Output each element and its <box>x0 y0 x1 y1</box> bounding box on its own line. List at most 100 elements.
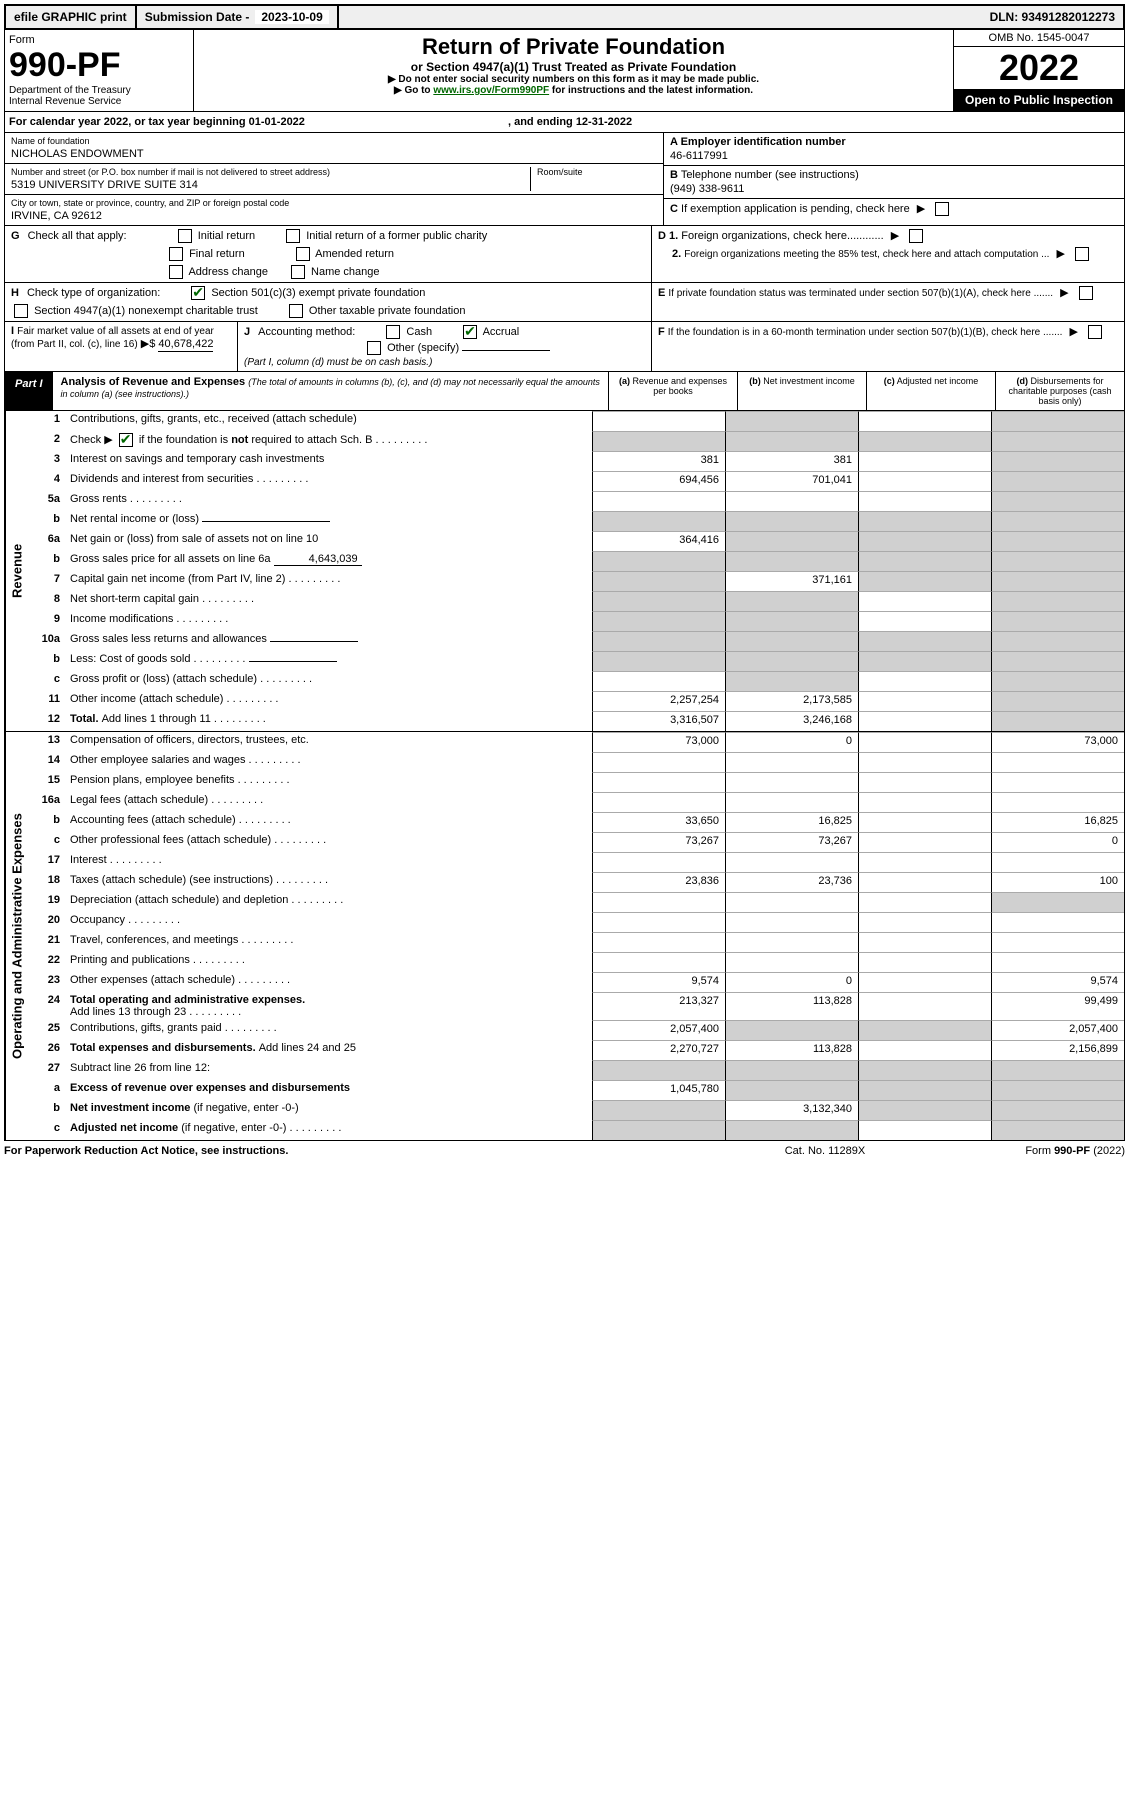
j-cash-checkbox[interactable] <box>386 325 400 339</box>
address-value: 5319 UNIVERSITY DRIVE SUITE 314 <box>11 177 530 191</box>
j-label: J <box>244 326 250 338</box>
j-other-input[interactable] <box>462 350 550 351</box>
j-text: Accounting method: <box>258 326 355 338</box>
line-18-a: 23,836 <box>592 872 725 892</box>
form-title: Return of Private Foundation <box>198 34 949 60</box>
line-16b: bAccounting fees (attach schedule) 33,65… <box>28 812 1124 832</box>
identity-right: A Employer identification number 46-6117… <box>663 133 1124 225</box>
d2-checkbox[interactable] <box>1075 247 1089 261</box>
f-label: F <box>658 326 665 338</box>
f-box: F If the foundation is in a 60-month ter… <box>651 322 1124 371</box>
line-23-a: 9,574 <box>592 972 725 992</box>
line-4-a: 694,456 <box>592 471 725 491</box>
efile-print-button[interactable]: efile GRAPHIC print <box>6 6 137 28</box>
line-25: 25Contributions, gifts, grants paid 2,05… <box>28 1020 1124 1040</box>
line-18-b: 23,736 <box>725 872 858 892</box>
col-b-letter: (b) <box>749 376 761 386</box>
part1-title-cell: Analysis of Revenue and Expenses (The to… <box>53 372 608 410</box>
h-4947-checkbox[interactable] <box>14 304 28 318</box>
line-16c-a: 73,267 <box>592 832 725 852</box>
line-1-desc: Contributions, gifts, grants, etc., rece… <box>66 411 592 431</box>
line-10c-desc: Gross profit or (loss) (attach schedule) <box>70 673 257 685</box>
line-16b-d: 16,825 <box>991 812 1124 832</box>
col-d-letter: (d) <box>1016 376 1028 386</box>
h-other-checkbox[interactable] <box>289 304 303 318</box>
line-24-a: 213,327 <box>592 992 725 1020</box>
d1-checkbox[interactable] <box>909 229 923 243</box>
schb-checkbox[interactable] <box>119 433 133 447</box>
line-10a-input[interactable] <box>270 641 358 642</box>
g-address-checkbox[interactable] <box>169 265 183 279</box>
part1-title: Analysis of Revenue and Expenses <box>61 376 246 388</box>
line-16a-desc: Legal fees (attach schedule) <box>70 794 208 806</box>
line-27c: cAdjusted net income (if negative, enter… <box>28 1120 1124 1140</box>
j-other-checkbox[interactable] <box>367 341 381 355</box>
revenue-lines: 1Contributions, gifts, grants, etc., rec… <box>28 411 1124 731</box>
l2c: required to attach Sch. B <box>251 434 372 446</box>
h-box: H Check type of organization: Section 50… <box>5 283 651 321</box>
address-cell: Number and street (or P.O. box number if… <box>5 164 663 195</box>
g-final-checkbox[interactable] <box>169 247 183 261</box>
g-initial-checkbox[interactable] <box>178 229 192 243</box>
i-label: I <box>11 325 14 337</box>
j-note: (Part I, column (d) must be on cash basi… <box>244 357 645 368</box>
e-checkbox[interactable] <box>1079 286 1093 300</box>
line-3-a: 381 <box>592 451 725 471</box>
line-13-d: 73,000 <box>991 732 1124 752</box>
line-6a: 6aNet gain or (loss) from sale of assets… <box>28 531 1124 551</box>
line-18-desc: Taxes (attach schedule) (see instruction… <box>70 874 273 886</box>
submission-date-label: Submission Date - <box>145 10 250 24</box>
h-opt-3: Other taxable private foundation <box>309 305 466 317</box>
irs-link[interactable]: www.irs.gov/Form990PF <box>433 85 549 96</box>
g-amended-checkbox[interactable] <box>296 247 310 261</box>
line-4: 4Dividends and interest from securities … <box>28 471 1124 491</box>
line-11: 11Other income (attach schedule) 2,257,2… <box>28 691 1124 711</box>
footer-form-year: (2022) <box>1093 1145 1125 1157</box>
col-b-head: (b) Net investment income <box>737 372 866 410</box>
name-cell: Name of foundation NICHOLAS ENDOWMENT <box>5 133 663 164</box>
b-text: Telephone number (see instructions) <box>681 169 859 181</box>
g-initial-public-checkbox[interactable] <box>286 229 300 243</box>
f-checkbox[interactable] <box>1088 325 1102 339</box>
line-7-desc: Capital gain net income (from Part IV, l… <box>70 573 285 585</box>
line-10a-desc: Gross sales less returns and allowances <box>70 633 267 645</box>
line-10b-input[interactable] <box>249 661 337 662</box>
j-other: Other (specify) <box>387 342 459 354</box>
line-23-desc: Other expenses (attach schedule) <box>70 974 235 986</box>
g-opt-2: Final return <box>189 248 245 260</box>
j-cash: Cash <box>406 326 432 338</box>
submission-date-cell: Submission Date - 2023-10-09 <box>137 6 339 28</box>
instr2-suffix: for instructions and the latest informat… <box>552 85 753 96</box>
footer-form-word: Form <box>1025 1145 1051 1157</box>
line-3: 3Interest on savings and temporary cash … <box>28 451 1124 471</box>
line-16c: cOther professional fees (attach schedul… <box>28 832 1124 852</box>
line-27b-b: 3,132,340 <box>725 1100 858 1120</box>
col-a-head: (a) Revenue and expenses per books <box>608 372 737 410</box>
line-26-title: Total expenses and disbursements. <box>70 1042 256 1054</box>
line-20: 20Occupancy <box>28 912 1124 932</box>
line-5b-input[interactable] <box>202 521 330 522</box>
col-c-desc: Adjusted net income <box>897 376 979 386</box>
line-24: 24Total operating and administrative exp… <box>28 992 1124 1020</box>
j-accrual-checkbox[interactable] <box>463 325 477 339</box>
h-opt-2: Section 4947(a)(1) nonexempt charitable … <box>34 305 258 317</box>
dln-label: DLN: 93491282012273 <box>982 6 1123 28</box>
i-value: 40,678,422 <box>158 338 213 352</box>
e-label: E <box>658 287 665 299</box>
footer-form-number: 990-PF <box>1054 1145 1090 1157</box>
h-501c3-checkbox[interactable] <box>191 286 205 300</box>
line-22: 22Printing and publications <box>28 952 1124 972</box>
arrow-icon: ▶ <box>891 230 899 242</box>
d1-label: D 1. <box>658 230 678 242</box>
line-12-b: 3,246,168 <box>725 711 858 731</box>
ein-value: 46-6117991 <box>670 148 1118 162</box>
line-20-desc: Occupancy <box>70 914 125 926</box>
top-bar: efile GRAPHIC print Submission Date - 20… <box>4 4 1125 30</box>
h-label: H <box>11 287 19 299</box>
l2not: not <box>231 434 248 446</box>
line-5a-desc: Gross rents <box>70 493 127 505</box>
header-right: OMB No. 1545-0047 2022 Open to Public In… <box>953 30 1124 111</box>
g-name-checkbox[interactable] <box>291 265 305 279</box>
line-6a-desc: Net gain or (loss) from sale of assets n… <box>66 531 592 551</box>
exemption-checkbox[interactable] <box>935 202 949 216</box>
